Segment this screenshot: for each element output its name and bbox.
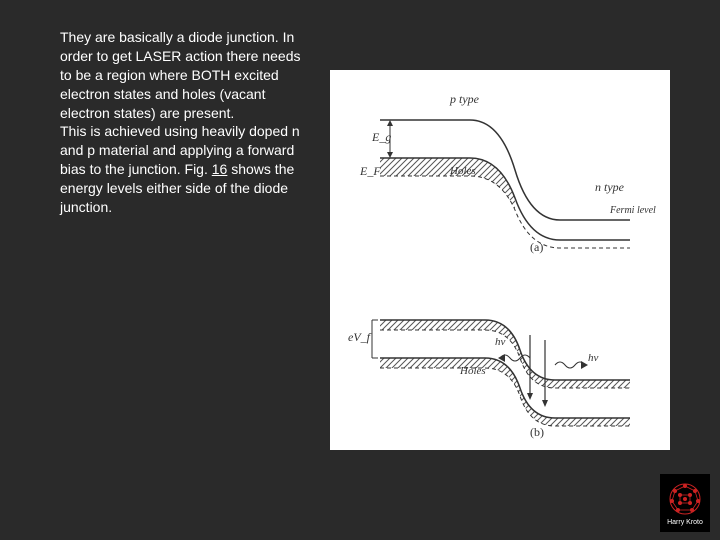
label-ptype: p type [450, 92, 479, 107]
label-holes-b: Holes [460, 365, 486, 377]
label-eg: E_g [372, 130, 391, 145]
label-holes-a: Holes [450, 165, 476, 177]
caption-a: (a) [530, 240, 543, 255]
buckyball-icon [667, 481, 703, 517]
label-ntype: n type [595, 180, 624, 195]
panel-b: eV_f hν hν Holes (b) [330, 280, 670, 440]
figure-reference: 16 [212, 161, 228, 177]
energy-diagram-figure: p type n type E_g E_F Holes Fermi level … [330, 70, 670, 450]
author-name: Harry Kroto [667, 519, 703, 526]
paragraph-1: They are basically a diode junction. In … [60, 29, 300, 121]
panel-a-svg [330, 80, 670, 260]
label-hv-1: hν [495, 336, 505, 348]
description-text: They are basically a diode junction. In … [60, 28, 310, 217]
label-ef: E_F [360, 164, 381, 179]
author-logo: Harry Kroto [660, 474, 710, 532]
label-evf: eV_f [348, 330, 370, 345]
panel-a: p type n type E_g E_F Holes Fermi level … [330, 80, 670, 260]
label-hv-2: hν [588, 352, 598, 364]
panel-b-svg [330, 280, 670, 440]
label-fermi: Fermi level [610, 205, 656, 216]
caption-b: (b) [530, 425, 544, 440]
